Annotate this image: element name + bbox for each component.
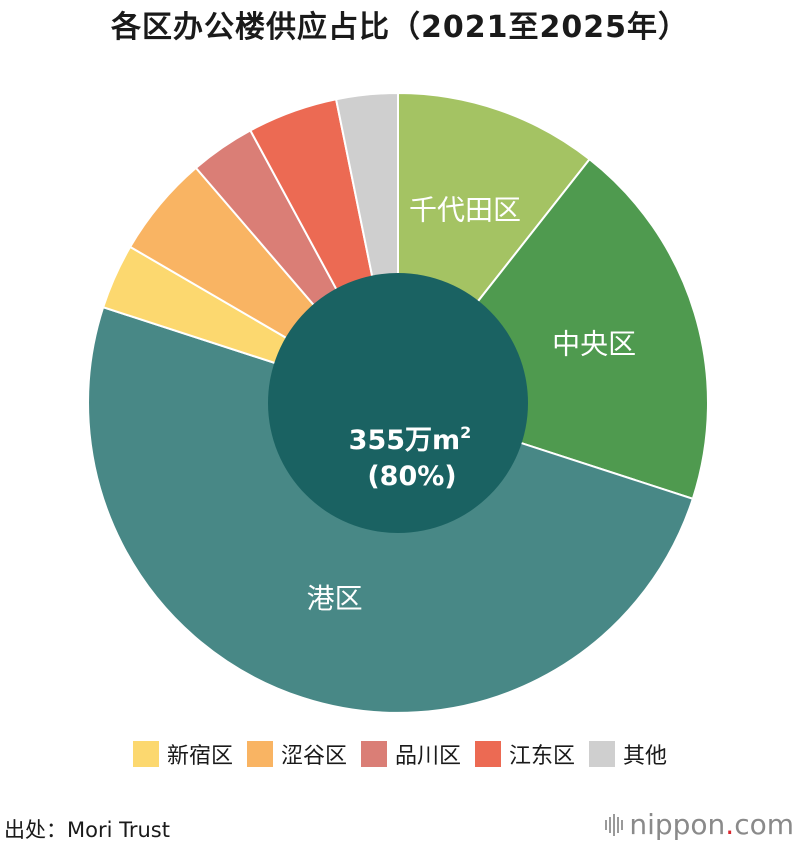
logo-text-pre: nippon bbox=[629, 808, 726, 841]
slice-label-1: 中央区 bbox=[552, 327, 636, 360]
legend-swatch-4 bbox=[589, 741, 616, 767]
center-circle bbox=[268, 273, 528, 533]
slice-label-0: 千代田区 bbox=[409, 193, 521, 226]
legend-item-1: 涩谷区 bbox=[246, 738, 347, 770]
legend-label-3: 江东区 bbox=[509, 744, 576, 769]
legend-label-0: 新宿区 bbox=[166, 744, 233, 769]
legend-swatch-2 bbox=[360, 741, 387, 767]
center-value: 355万m2 bbox=[349, 423, 472, 456]
legend-swatch-3 bbox=[475, 741, 501, 767]
legend-label-2: 品川区 bbox=[394, 744, 461, 769]
legend-item-2: 品川区 bbox=[360, 738, 461, 770]
legend-label-4: 其他 bbox=[623, 744, 668, 769]
slice-label-2: 港区 bbox=[307, 582, 363, 615]
logo-text-dot: . bbox=[725, 808, 735, 841]
legend-item-0: 新宿区 bbox=[132, 738, 233, 770]
legend-label-1: 涩谷区 bbox=[280, 744, 347, 769]
legend-item-3: 江东区 bbox=[475, 738, 575, 770]
chart-title: 各区办公楼供应占比（2021至2025年） bbox=[111, 10, 689, 45]
nippon-logo: nippon. com bbox=[605, 808, 794, 841]
center-percent: (80%) bbox=[367, 461, 456, 492]
legend-swatch-0 bbox=[132, 741, 159, 767]
legend-item-4: 其他 bbox=[589, 738, 667, 770]
legend-swatch-1 bbox=[246, 741, 273, 767]
legend: 新宿区 涩谷区 品川区 江东区 其他 bbox=[0, 738, 800, 770]
logo-bars-icon bbox=[605, 813, 624, 836]
source-note: 出处：Mori Trust bbox=[4, 818, 170, 842]
logo-text-post: com bbox=[734, 808, 794, 841]
